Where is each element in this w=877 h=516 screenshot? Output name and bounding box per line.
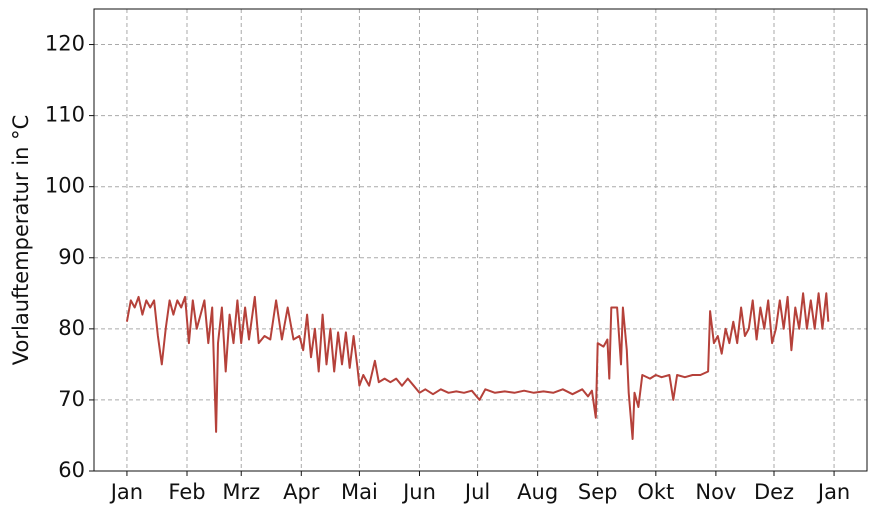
x-tick-label: Mai [341, 480, 378, 504]
x-tick-label: Dez [754, 480, 794, 504]
x-tick-label: Nov [695, 480, 736, 504]
x-tick-label: Aug [517, 480, 558, 504]
x-tick-label: Jul [463, 480, 490, 504]
data-line [125, 292, 830, 440]
y-tick-label: 110 [45, 103, 85, 127]
x-tick-label: Apr [283, 480, 320, 504]
x-tick-label: Jun [401, 480, 436, 504]
y-tick-label: 100 [45, 174, 85, 198]
x-tick-label: Feb [168, 480, 205, 504]
y-tick-label: 120 [45, 32, 85, 56]
x-tick-label: Mrz [222, 480, 260, 504]
x-tick-label: Jan [109, 480, 143, 504]
y-tick-label: 80 [58, 316, 85, 340]
x-tick-label: Jan [816, 480, 850, 504]
y-axis-label: Vorlauftemperatur in °C [9, 115, 33, 365]
x-tick-label: Sep [578, 480, 618, 504]
plot-frame [93, 8, 868, 472]
x-tick-label: Okt [637, 480, 674, 504]
y-tick-label: 90 [58, 245, 85, 269]
y-tick-label: 70 [58, 387, 85, 411]
y-tick-label: 60 [58, 458, 85, 482]
